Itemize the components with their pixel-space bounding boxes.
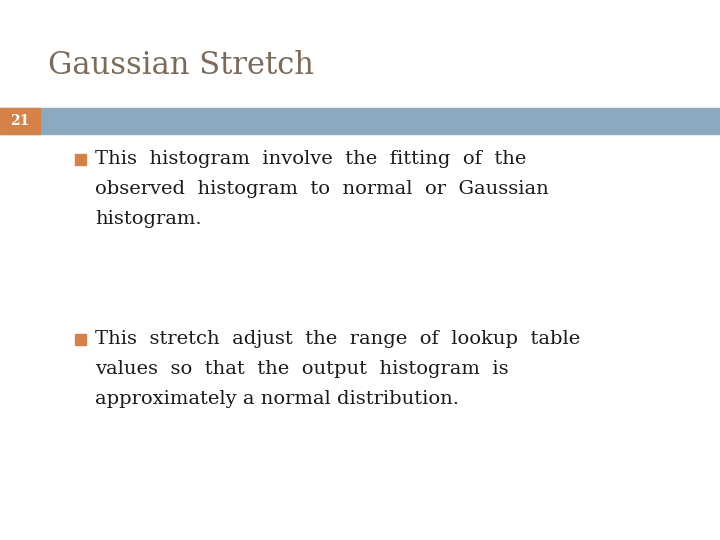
Text: This  stretch  adjust  the  range  of  lookup  table: This stretch adjust the range of lookup …: [95, 330, 580, 348]
Bar: [0, 108, 720, 134]
Text: histogram.: histogram.: [95, 210, 202, 228]
Text: This  histogram  involve  the  fitting  of  the: This histogram involve the fitting of th…: [95, 150, 526, 168]
Text: 21: 21: [10, 114, 30, 128]
Text: Gaussian Stretch: Gaussian Stretch: [48, 50, 314, 81]
Text: values  so  that  the  output  histogram  is: values so that the output histogram is: [95, 360, 508, 378]
Bar: [75, 154, 86, 165]
Text: observed  histogram  to  normal  or  Gaussian: observed histogram to normal or Gaussian: [95, 180, 549, 198]
Bar: [0, 108, 40, 134]
Text: approximately a normal distribution.: approximately a normal distribution.: [95, 390, 459, 408]
Bar: [75, 334, 86, 345]
